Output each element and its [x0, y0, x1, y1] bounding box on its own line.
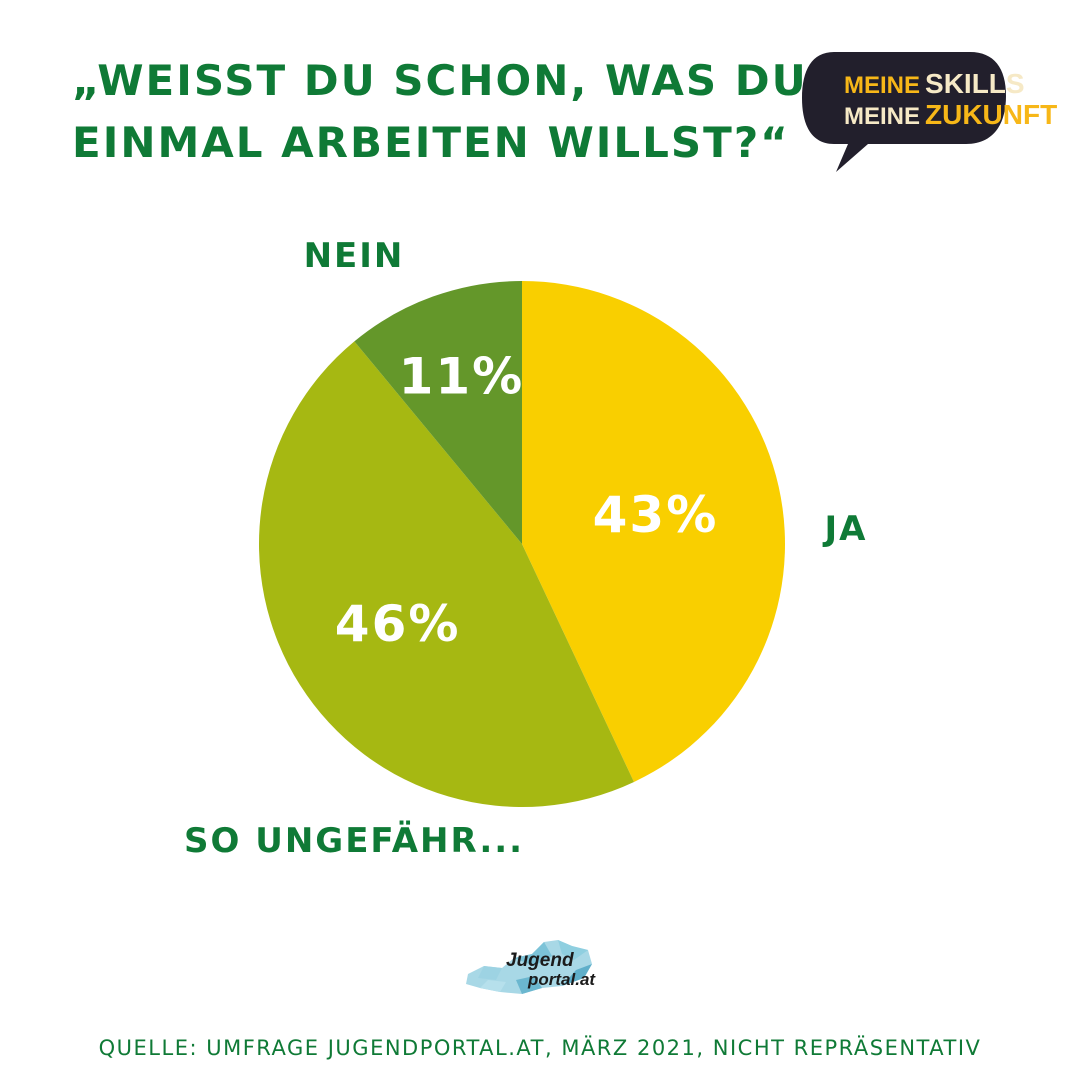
austria-map-icon — [466, 940, 592, 994]
value-label-so-ungefaehr: 46% — [335, 595, 461, 653]
badge-line-2: MEINE ZUKUNFT — [844, 99, 1057, 131]
badge-meine-2: MEINE — [844, 103, 921, 130]
chart-title-line-2: EINMAL ARBEITEN WILLST?“ — [72, 118, 790, 167]
pie-value-labels: 43% 46% 11% — [335, 348, 719, 653]
category-label-so-ungefaehr: SO UNGEFÄHR... — [184, 820, 524, 861]
category-label-ja: JA — [823, 509, 868, 549]
jugendportal-logo: Jugend portal.at — [462, 936, 622, 1006]
value-label-nein: 11% — [399, 348, 525, 406]
logo-text-jugend: Jugend — [506, 950, 574, 971]
pie-slice-nein — [354, 281, 522, 544]
pie-slice-so-ungefaehr — [258, 341, 634, 808]
speech-bubble-icon — [802, 52, 1006, 172]
pie-slice-ja — [522, 281, 786, 782]
badge-meine-1: MEINE — [844, 72, 921, 99]
chart-title: „WEISST DU SCHON, WAS DU EINMAL ARBEITEN… — [72, 50, 808, 174]
category-label-nein: NEIN — [304, 236, 405, 276]
badge-line-1: MEINE SKILLS — [844, 68, 1025, 100]
value-label-ja: 43% — [593, 486, 719, 544]
chart-title-line-1: „WEISST DU SCHON, WAS DU — [72, 56, 808, 105]
meine-skills-meine-zukunft-logo: MEINE SKILLS MEINE ZUKUNFT — [798, 44, 1057, 176]
source-note: QUELLE: UMFRAGE JUGENDPORTAL.AT, MÄRZ 20… — [98, 1036, 982, 1060]
badge-zukunft: ZUKUNFT — [925, 99, 1058, 130]
badge-skills: SKILLS — [925, 68, 1025, 99]
pie-slices — [258, 281, 786, 808]
logo-text-portal: portal.at — [528, 970, 596, 989]
pie-category-labels: JA SO UNGEFÄHR... NEIN — [184, 236, 868, 861]
